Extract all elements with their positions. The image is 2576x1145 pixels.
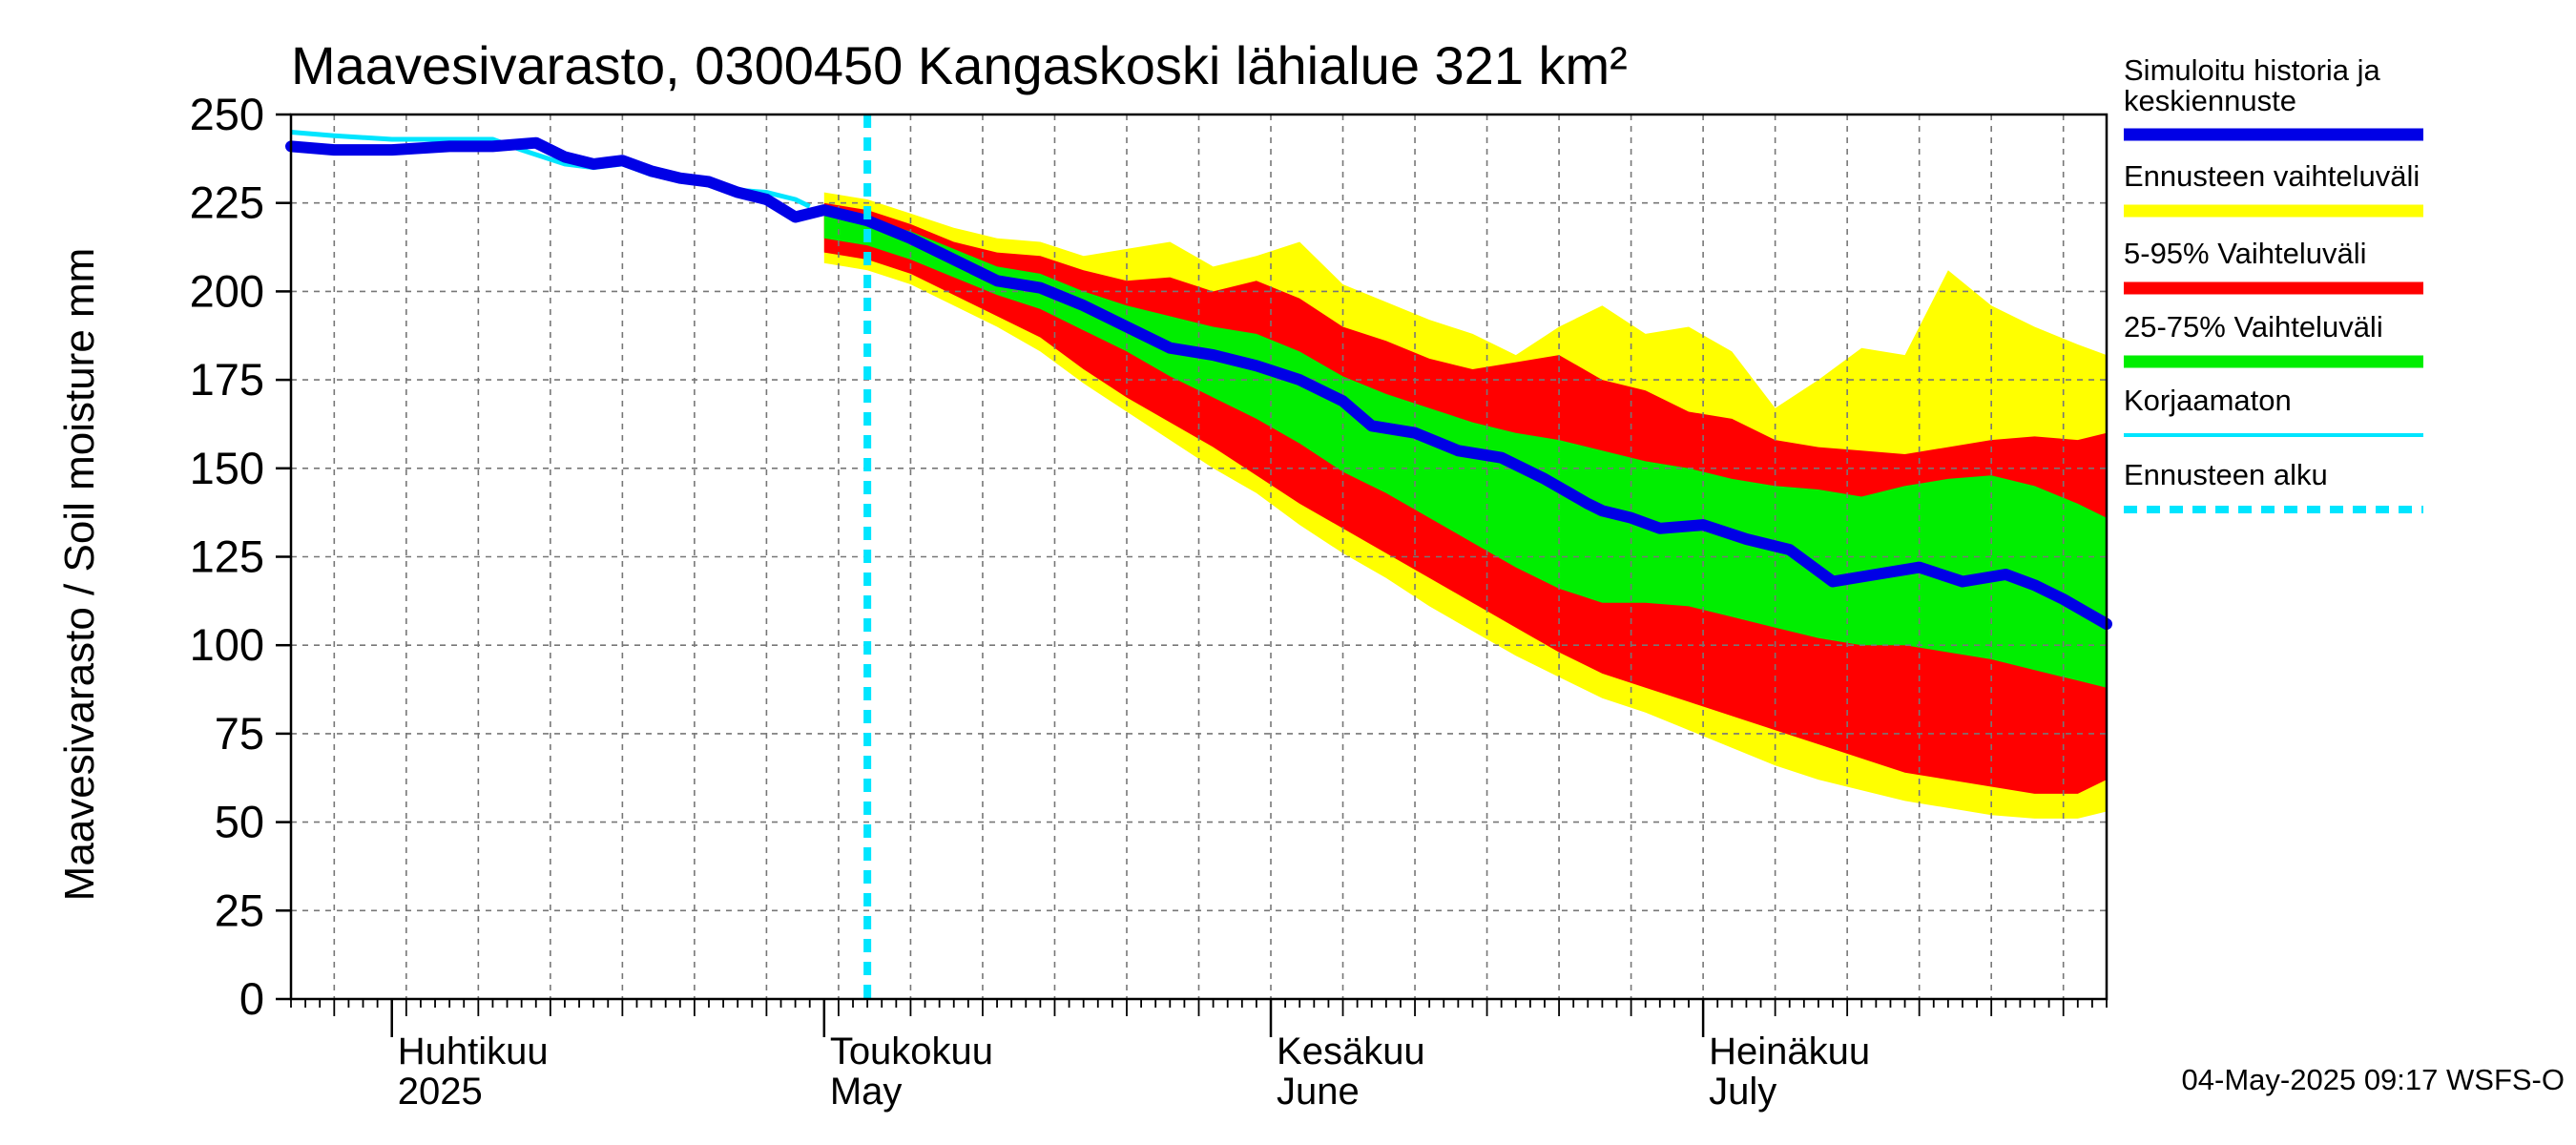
y-tick-label: 100: [190, 619, 264, 670]
y-tick-label: 200: [190, 265, 264, 316]
y-tick-label: 125: [190, 531, 264, 582]
legend-label: Ennusteen vaihteluväli: [2124, 159, 2420, 193]
plot-area: [285, 113, 2112, 1001]
y-tick-label: 25: [215, 885, 264, 935]
y-tick-label: 50: [215, 797, 264, 847]
y-tick-label: 0: [239, 973, 264, 1024]
history-forecast-line: [285, 136, 2112, 630]
footer-timestamp: 04-May-2025 09:17 WSFS-O: [2182, 1063, 2565, 1096]
x-month-label-en: June: [1277, 1071, 1360, 1113]
legend-label: 25-75% Vaihteluväli: [2124, 310, 2383, 344]
x-month-label-fi: Toukokuu: [830, 1030, 993, 1072]
x-month-label-en: July: [1709, 1071, 1776, 1113]
x-month-label-fi: Huhtikuu: [398, 1030, 549, 1072]
x-month-label-fi: Heinäkuu: [1709, 1030, 1870, 1072]
y-tick-label: 225: [190, 177, 264, 228]
legend-label: Ennusteen alku: [2124, 458, 2328, 491]
y-tick-label: 75: [215, 708, 264, 759]
x-month-label-fi: Kesäkuu: [1277, 1030, 1425, 1072]
legend-label: Simuloitu historia ja: [2124, 53, 2381, 87]
y-tick-label: 250: [190, 89, 264, 139]
y-tick-label: 175: [190, 354, 264, 405]
y-axis: 0 25 50 75 100 125 150 175 200 225 250: [190, 89, 291, 1024]
legend-label: keskiennuste: [2124, 84, 2296, 117]
x-month-label-en: May: [830, 1071, 903, 1113]
chart-title: Maavesivarasto, 0300450 Kangaskoski lähi…: [291, 35, 1628, 95]
legend-label: 5-95% Vaihteluväli: [2124, 237, 2366, 270]
x-month-label-en: 2025: [398, 1071, 483, 1113]
y-axis-label: Maavesivarasto / Soil moisture mm: [56, 248, 103, 902]
series-lines: [285, 114, 2112, 999]
legend-label: Korjaamaton: [2124, 384, 2292, 417]
y-tick-label: 150: [190, 443, 264, 493]
